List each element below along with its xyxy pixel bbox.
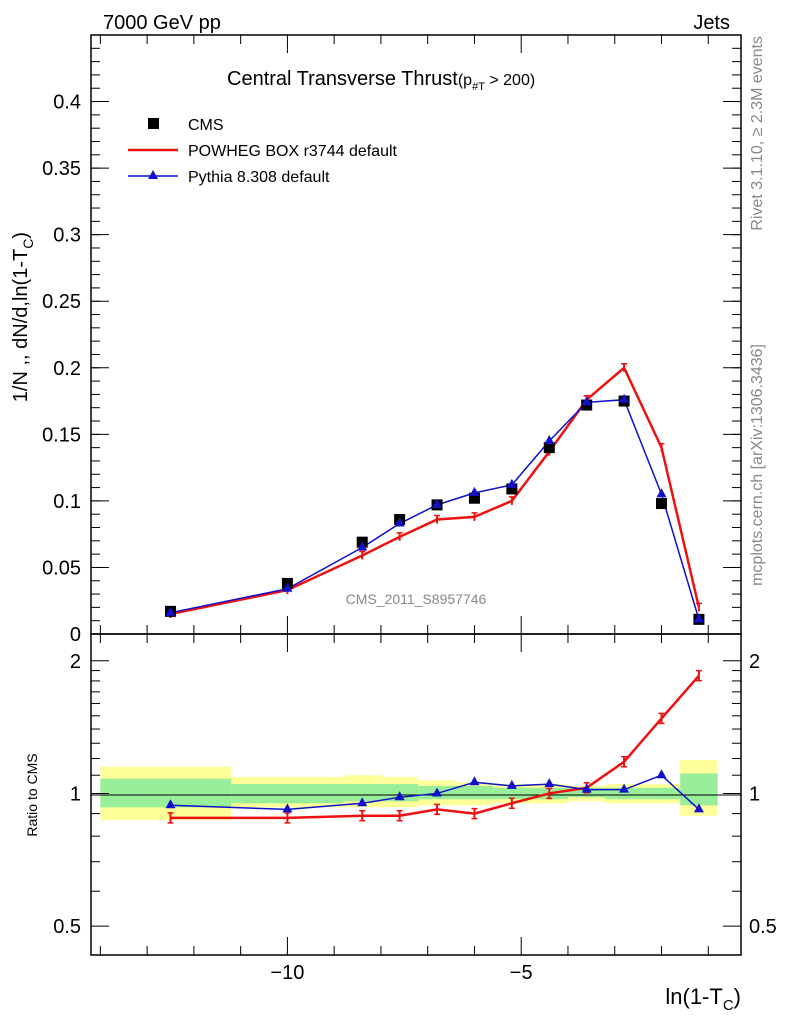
x-axis-label: ln(1-TC): [665, 984, 741, 1014]
data-point-pythia: [581, 396, 592, 406]
y-axis-label-main: 1/N ,, dN/d,ln(1-T: [10, 249, 32, 402]
x-axis-label-sub: C: [723, 997, 734, 1014]
ratio-line-pythia: [170, 774, 700, 811]
ratio-point-pythia: [581, 783, 592, 793]
legend: CMS POWHEG BOX r3744 default Pythia 8.30…: [128, 117, 398, 186]
ratio-panel: 0.5 0.5 1 1 2 2 −10 −5 Ratio to CMS ln(1-TC): [24, 633, 777, 1014]
data-point-pythia: [469, 486, 480, 496]
data-point-cms: [468, 492, 480, 504]
ratio-point-pythia: [432, 787, 443, 797]
data-point-pythia: [619, 393, 630, 403]
x-tick-label: −5: [510, 962, 533, 984]
data-point-pythia: [506, 478, 517, 488]
ratio-y-tick-label: 2: [70, 651, 81, 673]
data-point-pythia: [656, 488, 667, 498]
ratio-point-pythia: [656, 769, 667, 779]
chart-title-cut: > 200): [485, 72, 535, 89]
data-point-pythia: [544, 434, 555, 444]
legend-label-pythia: Pythia 8.308 default: [188, 169, 330, 186]
data-point-pythia: [282, 582, 293, 592]
header-right: Jets: [693, 12, 730, 34]
y-tick-label: 0.15: [42, 424, 81, 446]
uncertainty-band-inner: [231, 784, 344, 804]
ratio-y-tick-label-right: 1: [749, 783, 760, 805]
legend-label-cms: CMS: [188, 117, 224, 134]
ratio-y-tick-label-right: 0.5: [749, 916, 777, 938]
ratio-y-tick-label-right: 2: [749, 651, 760, 673]
data-point-cms: [656, 498, 668, 510]
ratio-point-pythia: [394, 791, 405, 801]
y-tick-label: 0.3: [53, 225, 81, 247]
legend-label-powheg: POWHEG BOX r3744 default: [188, 143, 398, 160]
y-axis-label-sub: C: [20, 239, 36, 249]
ratio-point-pythia: [357, 797, 368, 807]
y-axis-label-end: ): [10, 232, 32, 239]
chart-title: Central Transverse Thrust(p#T > 200): [227, 68, 535, 93]
ratio-line-powheg: [170, 674, 700, 820]
y-tick-label: 0.35: [42, 158, 81, 180]
y-tick-label: 0: [70, 624, 81, 646]
y-tick-label: 0.2: [53, 358, 81, 380]
data-point-pythia: [394, 517, 405, 527]
ratio-point-pythia: [165, 799, 176, 809]
ratio-y-tick-label: 0.5: [53, 916, 81, 938]
y-tick-label: 0.05: [42, 557, 81, 579]
mcplots-label: mcplots.cern.ch [arXiv:1306.3436]: [749, 344, 766, 586]
legend-square-marker: [148, 118, 159, 129]
data-point-pythia: [693, 613, 704, 623]
rivet-label: Rivet 3.1.10, ≥ 2.3M events: [749, 36, 766, 231]
data-point-pythia: [432, 498, 443, 508]
uncertainty-band-inner: [605, 787, 643, 800]
data-point-pythia: [165, 606, 176, 616]
y-tick-label: 0.25: [42, 291, 81, 313]
series-line-powheg: [170, 365, 701, 616]
ratio-point-pythia: [544, 778, 555, 788]
ratio-point-pythia: [506, 779, 517, 789]
y-axis-label: 1/N ,, dN/d,ln(1-TC): [10, 232, 36, 402]
x-axis-label-end: ): [734, 984, 741, 1009]
chart-title-subscript: #T: [472, 81, 485, 93]
watermark: CMS_2011_S8957746: [346, 591, 487, 607]
chart-title-main: Central Transverse Thrust: [227, 68, 458, 90]
uncertainty-band-inner: [343, 784, 381, 802]
ratio-panel-frame: [90, 633, 742, 956]
chart-title-sub: (p: [458, 72, 472, 89]
data-point-cms: [506, 483, 518, 495]
x-tick-label: −10: [270, 962, 304, 984]
legend-triangle-marker: [148, 170, 158, 179]
x-axis-label-main: ln(1-T: [665, 984, 722, 1009]
ratio-point-pythia: [282, 803, 293, 813]
ratio-point-pythia: [619, 783, 630, 793]
ratio-point-pythia: [693, 803, 704, 813]
uncertainty-band-inner: [642, 787, 681, 800]
uncertainty-band-inner: [493, 787, 531, 800]
uncertainty-band-inner: [680, 773, 718, 806]
y-tick-label: 0.4: [53, 92, 81, 114]
uncertainty-band-inner: [455, 785, 494, 800]
series-line-pythia: [170, 398, 700, 620]
data-point-pythia: [357, 541, 368, 551]
legend-item-pythia: Pythia 8.308 default: [128, 169, 330, 186]
ratio-y-tick-label: 1: [70, 783, 81, 805]
legend-item-powheg: POWHEG BOX r3744 default: [128, 143, 398, 160]
legend-item-cms: CMS: [148, 117, 224, 134]
ratio-y-label: Ratio to CMS: [24, 753, 40, 836]
main-panel: CMS_2011_S8957746 0 0.05 0.1 0.15 0.2 0.25 0.3…: [10, 34, 742, 646]
ratio-point-pythia: [469, 776, 480, 786]
data-point-cms: [543, 442, 555, 454]
header-left: 7000 GeV pp: [103, 12, 221, 34]
uncertainty-band-inner: [100, 778, 232, 808]
y-tick-label: 0.1: [53, 491, 81, 513]
